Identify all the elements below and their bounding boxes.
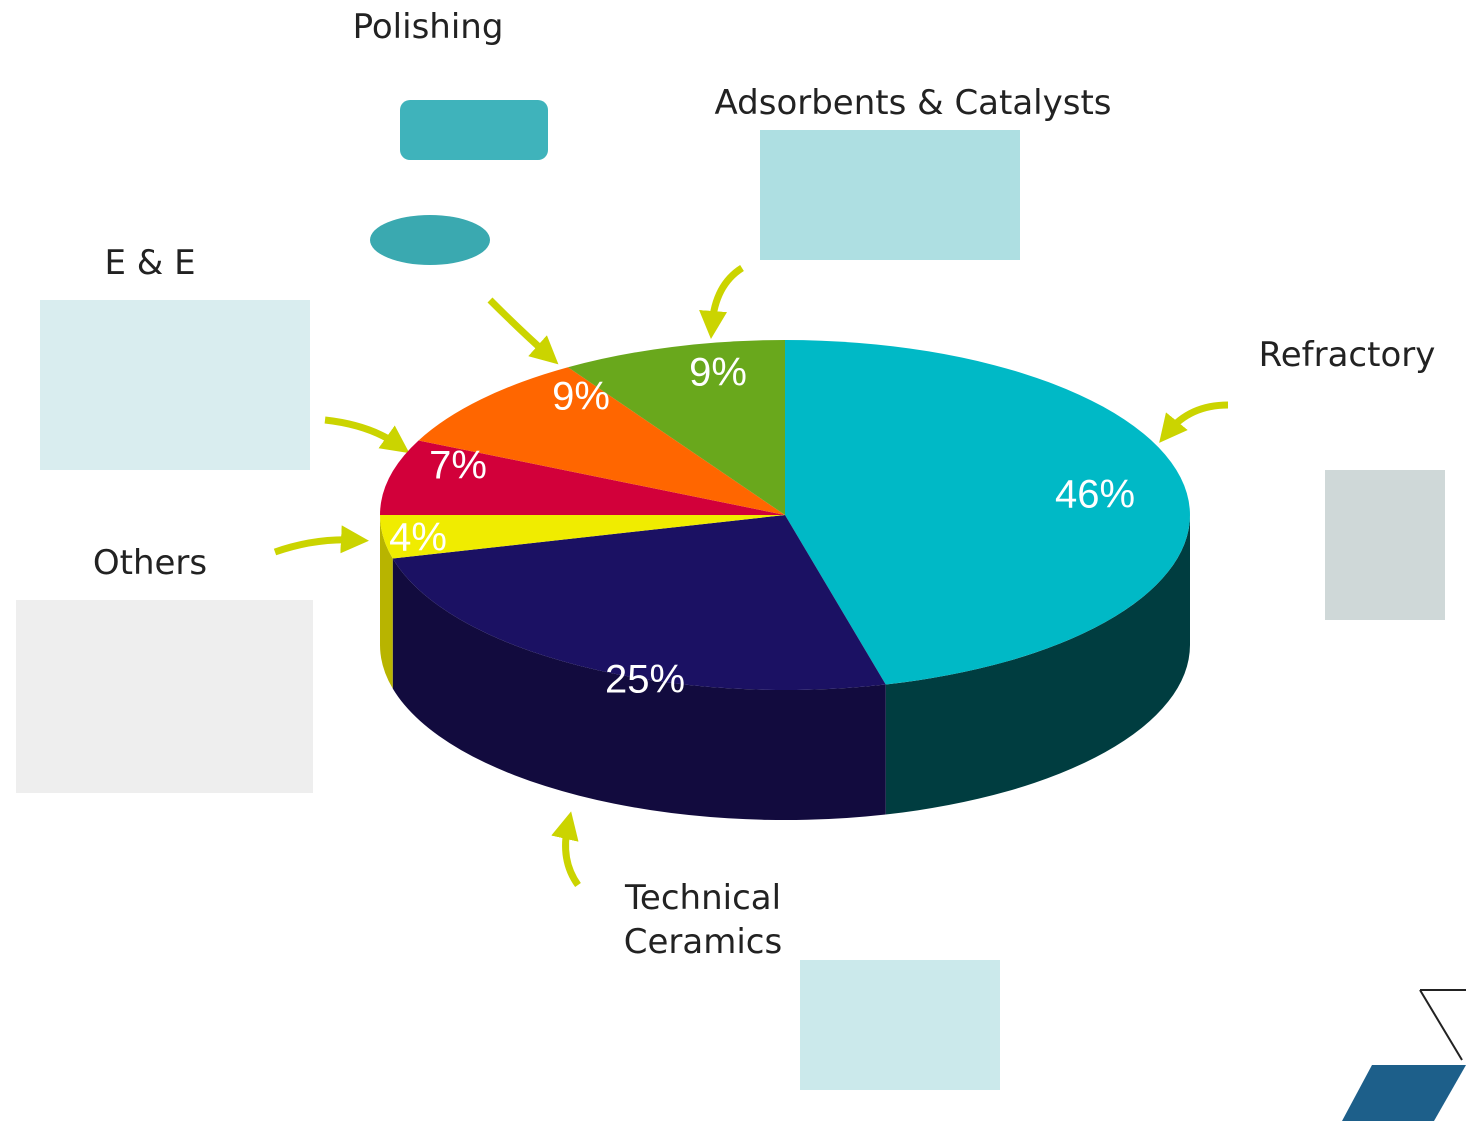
pie-side (392, 558, 886, 820)
category-label: Others (92, 543, 208, 583)
pie-slice (785, 340, 1191, 685)
honeycomb (760, 130, 1020, 260)
arrow (699, 265, 744, 339)
value-label: 9% (552, 375, 610, 419)
arrows (273, 265, 1229, 888)
category-label: Polishing (352, 7, 504, 47)
pie-slice (380, 440, 785, 515)
pie-slice (392, 515, 886, 691)
arrow (487, 297, 559, 365)
polisher (400, 100, 548, 160)
value-label: 7% (429, 444, 487, 488)
logo (1342, 1065, 1466, 1121)
logo-outline (1419, 989, 1466, 1061)
pie-slice (418, 367, 785, 515)
category-label: Refractory (1258, 335, 1436, 375)
category-label: Adsorbents & Catalysts (714, 83, 1112, 123)
pie-slice (567, 340, 785, 515)
pie-side (885, 515, 1190, 815)
others-image (16, 600, 313, 793)
pie-slice (380, 515, 785, 559)
chips (40, 300, 310, 470)
value-label: 4% (389, 516, 447, 560)
value-label: 9% (689, 351, 747, 395)
category-label: E & E (104, 243, 196, 283)
refractory-image (1325, 470, 1445, 620)
arrow (551, 811, 581, 888)
valve-image (800, 960, 1000, 1090)
arrow (1159, 401, 1229, 443)
category-label: Technical Ceramics (623, 878, 783, 962)
arrow (324, 416, 410, 454)
pie-side (380, 515, 393, 689)
pad (370, 215, 490, 265)
arrow (273, 525, 369, 556)
value-label: 46% (1055, 473, 1135, 517)
value-label: 25% (605, 658, 685, 702)
illustrations (16, 100, 1466, 1121)
